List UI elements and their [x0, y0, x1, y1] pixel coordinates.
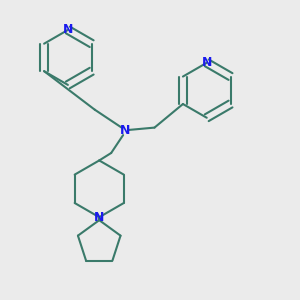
Text: N: N — [202, 56, 212, 69]
Text: N: N — [94, 211, 104, 224]
Text: N: N — [119, 124, 130, 137]
Text: N: N — [63, 23, 73, 37]
